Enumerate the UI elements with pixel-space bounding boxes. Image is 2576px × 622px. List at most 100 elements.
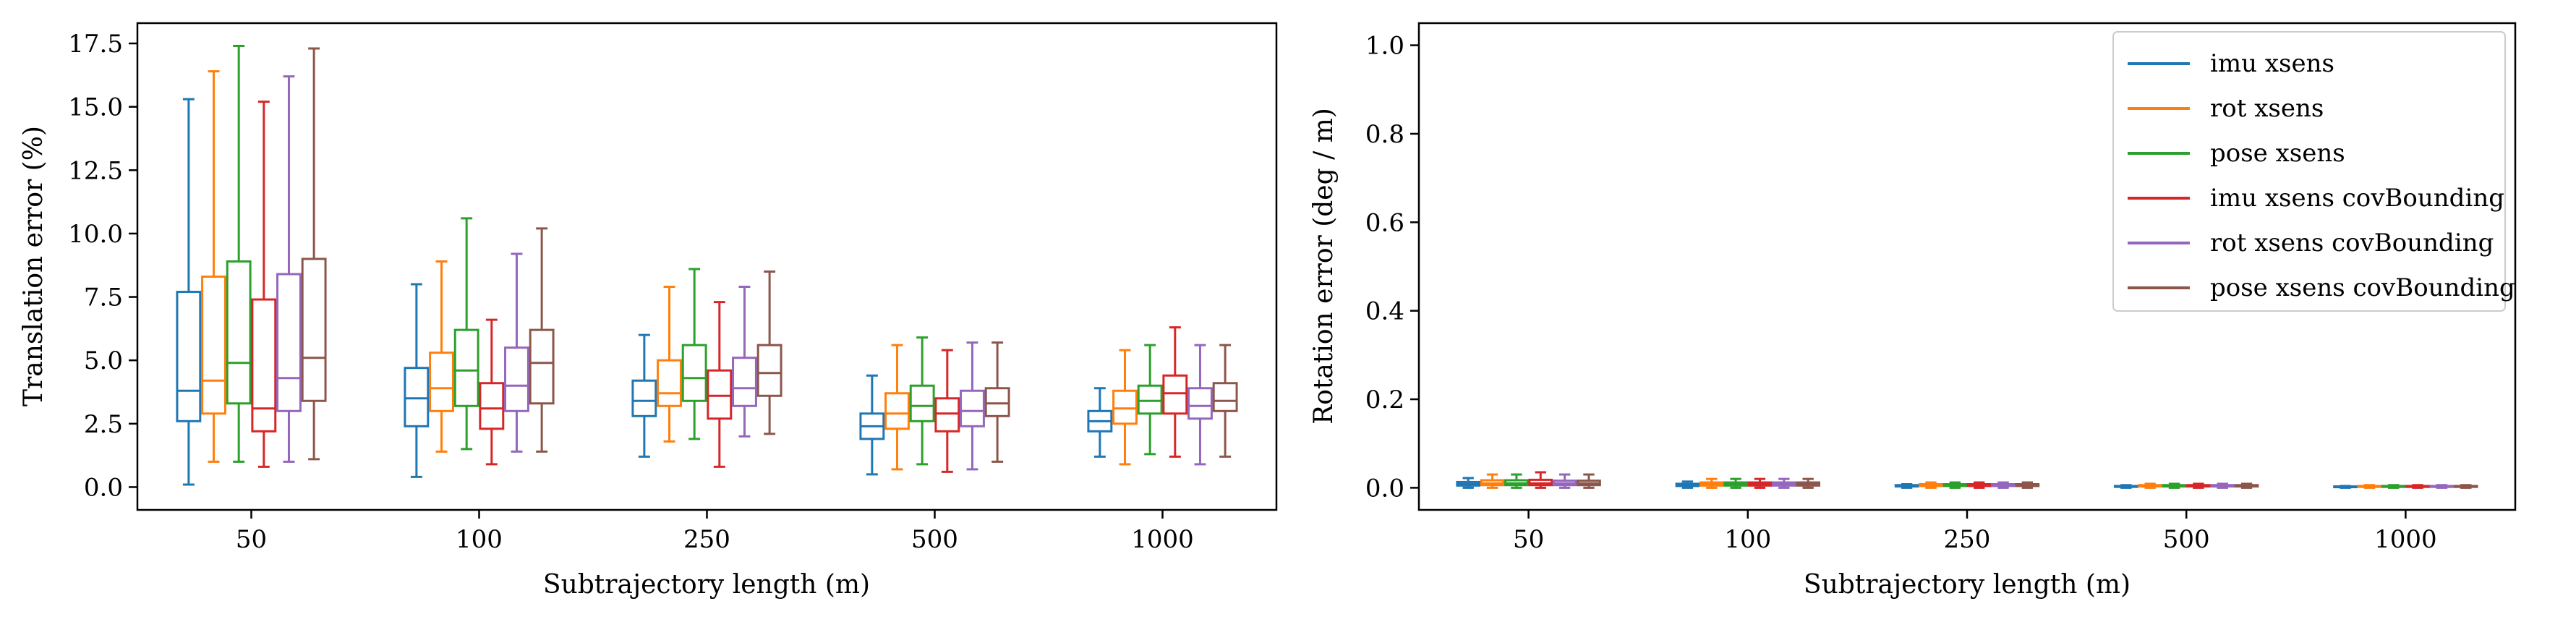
rotation-y-tick-label: 0.0 [1365,474,1404,503]
translation-y-tick-label: 0.0 [84,473,123,502]
translation-box-3-500 [909,336,935,466]
translation-box-3-100 [453,217,479,451]
translation-y-axis-label: Translation error (%) [19,126,48,406]
translation-box-1-500 [859,374,885,476]
box-body [1212,382,1238,412]
rotation-x-tick-label: 50 [1513,525,1544,554]
translation-x-tick-label: 250 [683,525,730,554]
box-body [631,379,657,417]
box-body [707,369,733,420]
rotation-boxes [1456,471,2478,489]
rotation-box-6-250 [2015,481,2040,489]
rotation-box-2-500 [2138,482,2163,489]
translation-y-ticks: 0.0 2.5 5.0 7.5 10.0 12.5 15.0 17.5 [68,30,137,502]
box-body [732,357,757,407]
rotation-box-3-500 [2162,482,2187,489]
rotation-box-5-250 [1991,481,2016,489]
rotation-box-4-50 [1528,471,1553,489]
box-body [1187,387,1213,420]
translation-box-3-50 [226,45,252,463]
legend-box [2112,31,2506,312]
box-body [504,346,529,412]
rotation-error-chart: 0.0 0.2 0.4 0.6 0.8 1.0 50 100 250 500 1000 Subtr… [1309,22,2517,600]
translation-box-5-500 [960,341,985,471]
rotation-box-1-50 [1456,477,1481,489]
box-body [404,367,430,427]
translation-box-6-100 [529,227,555,453]
translation-boxes [176,45,1238,486]
box-body [756,344,782,397]
translation-box-2-50 [201,70,226,463]
rotation-box-2-250 [1919,481,1943,489]
rotation-box-6-100 [1796,477,1821,489]
rotation-box-5-50 [1552,473,1577,489]
rotation-box-1-1000 [2333,485,2358,489]
legend-item: pose xsens covBounding [2128,273,2515,302]
rotation-box-2-100 [1699,477,1724,489]
box-body [479,382,505,430]
translation-box-1-50 [176,98,202,486]
translation-box-1-250 [631,333,657,458]
rotation-x-ticks: 50 100 250 500 1000 [1513,510,2437,554]
rotation-box-6-500 [2234,482,2259,489]
box-body [1112,389,1138,425]
translation-box-2-1000 [1112,349,1138,466]
box-body [176,291,202,422]
translation-x-tick-label: 1000 [1131,525,1194,554]
translation-y-tick-label: 2.5 [84,410,123,439]
translation-box-4-50 [251,101,277,468]
rotation-x-tick-label: 1000 [2374,525,2437,554]
box-body [529,328,555,405]
rotation-box-4-250 [1966,481,1992,489]
rotation-x-tick-label: 250 [1944,525,1991,554]
rotation-y-tick-label: 0.2 [1365,385,1404,414]
legend-item: imu xsens [2128,49,2334,78]
rotation-box-1-500 [2113,484,2138,489]
translation-y-tick-label: 12.5 [68,156,123,185]
rotation-box-2-1000 [2357,484,2382,489]
rotation-x-tick-label: 100 [1724,525,1771,554]
rotation-box-4-100 [1747,477,1773,489]
translation-error-chart: 0.0 2.5 5.0 7.5 10.0 12.5 15.0 17.5 50 100 250 500… [19,22,1278,600]
legend-label: pose xsens [2210,139,2345,168]
box-body [301,257,327,402]
translation-box-4-250 [707,301,733,468]
translation-y-tick-label: 17.5 [68,30,123,59]
rotation-y-axis-label: Rotation error (deg / m) [1309,108,1339,425]
rotation-box-1-250 [1894,483,1919,489]
rotation-box-5-1000 [2429,484,2455,489]
rotation-y-tick-label: 0.6 [1365,208,1404,237]
rotation-box-6-1000 [2453,484,2478,489]
box-body [681,344,707,402]
rotation-box-6-50 [1577,473,1601,489]
legend-items: imu xsens rot xsens pose xsens imu xsens co… [2128,49,2515,302]
legend-label: imu xsens [2210,49,2334,78]
rotation-box-1-100 [1675,480,1700,489]
rotation-box-4-1000 [2405,484,2430,489]
translation-y-tick-label: 15.0 [68,93,123,122]
translation-y-tick-label: 7.5 [84,284,123,312]
box-body [429,352,454,412]
legend-label: rot xsens covBounding [2210,229,2494,257]
box-body [226,260,252,405]
rotation-box-5-100 [1771,477,1796,489]
rotation-box-3-100 [1723,477,1748,489]
translation-box-4-500 [934,349,960,473]
translation-box-2-500 [884,344,910,471]
translation-box-5-250 [732,286,757,438]
box-body [934,397,960,433]
translation-x-tick-label: 100 [456,525,503,554]
box-body [201,276,226,415]
rotation-x-axis-label: Subtrajectory length (m) [1804,570,2131,600]
translation-box-4-100 [479,318,505,466]
legend-item: rot xsens covBounding [2128,229,2494,257]
translation-box-6-50 [301,47,327,461]
legend-label: imu xsens covBounding [2210,184,2504,213]
legend-label: pose xsens covBounding [2210,273,2515,302]
rotation-box-3-250 [1942,481,1968,489]
translation-x-tick-label: 50 [236,525,267,554]
translation-box-5-1000 [1187,344,1213,466]
rotation-y-tick-label: 0.4 [1365,297,1404,326]
translation-x-tick-label: 500 [911,525,958,554]
